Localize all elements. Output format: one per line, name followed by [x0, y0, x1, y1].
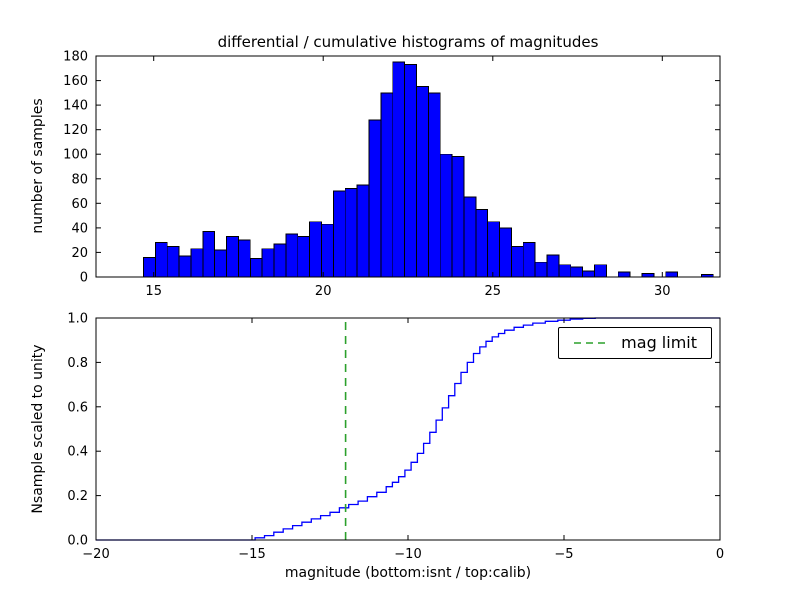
legend: mag limit: [558, 327, 712, 359]
histogram-bar: [166, 245, 180, 278]
bottom-x-axis-label: magnitude (bottom:isnt / top:calib): [284, 565, 532, 581]
histogram-bar: [273, 243, 287, 278]
x-tick-label: 0: [716, 547, 724, 562]
histogram-bar: [546, 254, 560, 278]
y-tick-label: 160: [63, 74, 88, 89]
x-tick-label: 25: [485, 284, 502, 299]
cumulative-histogram: −20 −15 −10 −5 0 0.0 0.2 0.4 0.6 0.8 1.0: [67, 312, 724, 563]
y-tick-label: 0.6: [67, 400, 88, 415]
histogram-bar: [249, 258, 263, 278]
y-tick-label: 40: [71, 221, 88, 236]
y-tick-label: 100: [63, 148, 88, 163]
y-tick-label: 120: [63, 123, 88, 138]
histogram-bar: [237, 239, 251, 278]
x-tick-label: −20: [82, 547, 109, 562]
y-tick-label: 0.8: [67, 356, 88, 371]
differential-histogram: 15 20 25 30 0 20 40 60 80 100 120 140 160 180: [63, 50, 721, 299]
histogram-bar: [380, 92, 394, 278]
histogram-bar: [416, 86, 429, 278]
histogram-bar: [332, 190, 346, 278]
y-tick-label: 1.0: [67, 312, 88, 327]
histogram-bar: [285, 233, 299, 278]
histogram-bar: [665, 271, 679, 278]
histogram-bar: [475, 209, 489, 278]
histogram-bar: [439, 153, 453, 278]
cumulative-step-line: [96, 317, 720, 541]
histogram-bar: [487, 221, 501, 278]
histogram-bar: [392, 61, 406, 278]
x-tick-label: 20: [315, 284, 332, 299]
histogram-bar: [594, 264, 607, 278]
histogram-bar: [261, 248, 275, 278]
legend-label: mag limit: [621, 333, 697, 352]
histogram-bar: [202, 231, 216, 278]
histogram-bar: [427, 92, 441, 278]
x-tick-label: 30: [654, 284, 671, 299]
histogram-bar: [451, 156, 465, 278]
histogram-bar: [226, 236, 239, 278]
y-tick-label: 60: [71, 197, 88, 212]
histogram-bar: [510, 245, 524, 278]
histogram-bar: [154, 242, 168, 278]
x-tick-label: −15: [238, 547, 265, 562]
x-tick-label: −5: [554, 547, 573, 562]
y-tick-label: 0.4: [67, 445, 88, 460]
histogram-bar: [309, 221, 322, 278]
histogram-bar: [214, 249, 228, 278]
axes-spines: [95, 55, 721, 278]
histogram-bar: [463, 196, 477, 278]
legend-dashed-line-swatch: [574, 342, 609, 344]
histogram-bar: [582, 270, 595, 278]
y-tick-label: 80: [71, 172, 88, 187]
y-tick-label: 20: [71, 246, 88, 261]
y-tick-label: 0.0: [67, 534, 88, 549]
histogram-bar: [534, 261, 548, 278]
x-tick-label: −10: [394, 547, 421, 562]
histogram-bar: [344, 188, 358, 278]
histogram-bar: [190, 248, 204, 278]
histogram-bar: [558, 264, 572, 278]
histogram-bar: [404, 64, 417, 278]
histogram-bar: [570, 266, 584, 278]
x-tick-label: 15: [145, 284, 162, 299]
histogram-bar: [499, 227, 512, 278]
histogram-bar: [321, 223, 334, 278]
histogram-bar: [617, 271, 631, 278]
y-tick-label: 180: [63, 50, 88, 65]
histogram-bar: [368, 119, 382, 278]
histogram-bar: [641, 272, 655, 278]
y-tick-label: 140: [63, 99, 88, 114]
y-tick-label: 0: [80, 271, 88, 286]
histogram-bar: [522, 242, 536, 278]
histogram-bar: [297, 236, 311, 278]
histogram-bar: [356, 184, 370, 278]
y-tick-label: 0.2: [67, 489, 88, 504]
histogram-bar: [178, 255, 192, 278]
plot-title: differential / cumulative histograms of …: [217, 33, 599, 51]
